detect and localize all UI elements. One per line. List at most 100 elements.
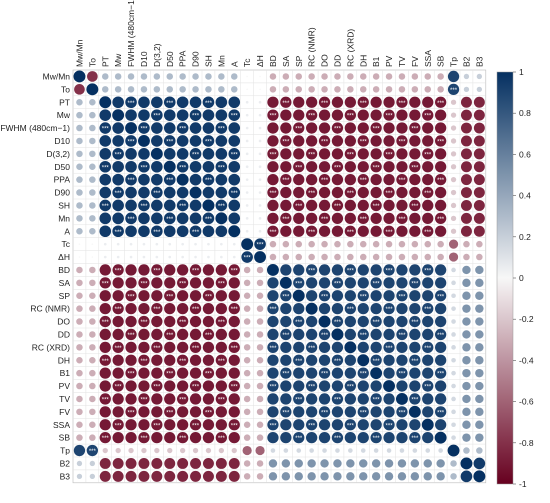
correlation-circle (228, 303, 240, 315)
significance-stars: *** (218, 281, 226, 287)
correlation-circle (383, 109, 395, 121)
correlation-circle (331, 135, 344, 147)
correlation-circle (321, 253, 328, 261)
correlation-circle (293, 264, 305, 276)
significance-stars: *** (205, 101, 213, 107)
significance-stars: *** (166, 139, 174, 145)
correlation-circle (422, 303, 434, 315)
correlation-circle (177, 367, 189, 379)
colorbar-tick-label: -1 (519, 479, 527, 489)
correlation-circle (318, 174, 331, 186)
correlation-circle (396, 303, 408, 315)
correlation-circle (112, 367, 124, 379)
correlation-circle (293, 225, 305, 237)
correlation-circle (293, 212, 305, 224)
correlation-circle (215, 173, 228, 186)
correlation-circle (228, 470, 240, 482)
correlation-circle (409, 380, 421, 392)
correlation-circle (138, 148, 150, 160)
correlation-circle (151, 173, 163, 186)
correlation-circle (89, 176, 96, 183)
correlation-circle (164, 264, 176, 276)
correlation-circle (164, 290, 176, 302)
correlation-circle (256, 408, 264, 416)
correlation-circle (357, 315, 369, 328)
correlation-circle (307, 459, 316, 468)
correlation-circle (215, 160, 228, 173)
correlation-circle (435, 199, 447, 212)
significance-stars: *** (373, 127, 381, 133)
correlation-circle (409, 109, 421, 121)
correlation-circle (437, 240, 444, 248)
correlation-circle (102, 447, 108, 454)
significance-stars: *** (295, 165, 303, 171)
correlation-circle (78, 256, 81, 258)
correlation-circle (385, 253, 393, 261)
correlation-circle (256, 344, 264, 351)
correlation-circle (125, 148, 137, 160)
correlation-circle (318, 135, 331, 147)
correlation-circle (177, 419, 189, 431)
correlation-circle (451, 435, 456, 440)
correlation-circle (437, 253, 444, 261)
correlation-circle (177, 341, 189, 353)
column-label: SSA (423, 50, 433, 67)
correlation-circle (422, 315, 434, 328)
correlation-circle (333, 459, 342, 468)
correlation-circle (384, 472, 394, 481)
correlation-circle (383, 186, 395, 199)
correlation-circle (373, 448, 379, 453)
correlation-circle (331, 380, 344, 392)
correlation-circle (164, 354, 176, 366)
correlation-circle (267, 109, 279, 121)
correlation-circle (138, 315, 150, 328)
correlation-circle (357, 380, 369, 392)
significance-stars: *** (231, 152, 239, 158)
significance-stars: *** (128, 139, 136, 145)
correlation-circle (357, 406, 369, 418)
significance-stars: *** (411, 281, 419, 287)
correlation-circle (422, 406, 434, 418)
correlation-circle (370, 148, 382, 160)
correlation-circle (370, 96, 382, 108)
correlation-circle (176, 212, 189, 225)
correlation-circle (383, 393, 395, 405)
correlation-circle (138, 122, 150, 134)
correlation-circle (476, 73, 483, 80)
correlation-circle (451, 280, 456, 286)
significance-stars: *** (437, 333, 445, 339)
significance-stars: *** (115, 191, 123, 197)
correlation-circle (318, 367, 331, 379)
correlation-circle (424, 240, 432, 248)
correlation-circle (331, 264, 344, 276)
correlation-circle (320, 472, 329, 481)
significance-stars: *** (244, 256, 252, 262)
correlation-circle (357, 212, 369, 224)
correlation-circle (202, 148, 215, 160)
significance-stars: *** (179, 281, 187, 287)
correlation-circle (462, 356, 471, 365)
row-label: Tc (62, 239, 71, 249)
correlation-circle (463, 253, 470, 261)
correlation-circle (99, 380, 111, 392)
correlation-circle (370, 354, 382, 366)
correlation-circle (282, 253, 290, 261)
significance-stars: *** (257, 243, 265, 249)
correlation-circle (138, 393, 150, 405)
significance-stars: *** (231, 423, 239, 429)
correlation-circle (383, 135, 395, 147)
significance-stars: *** (334, 359, 342, 365)
correlation-circle (447, 83, 460, 95)
correlation-circle (125, 470, 137, 482)
correlation-circle (138, 367, 150, 379)
correlation-circle (176, 135, 189, 147)
correlation-circle (372, 253, 380, 261)
correlation-circle (243, 382, 251, 390)
correlation-circle (163, 109, 176, 121)
correlation-circle (335, 448, 340, 453)
row-label: PT (59, 97, 70, 107)
correlation-circle (435, 212, 447, 224)
significance-stars: *** (128, 217, 136, 223)
correlation-circle (112, 135, 124, 147)
correlation-circle (438, 448, 443, 453)
